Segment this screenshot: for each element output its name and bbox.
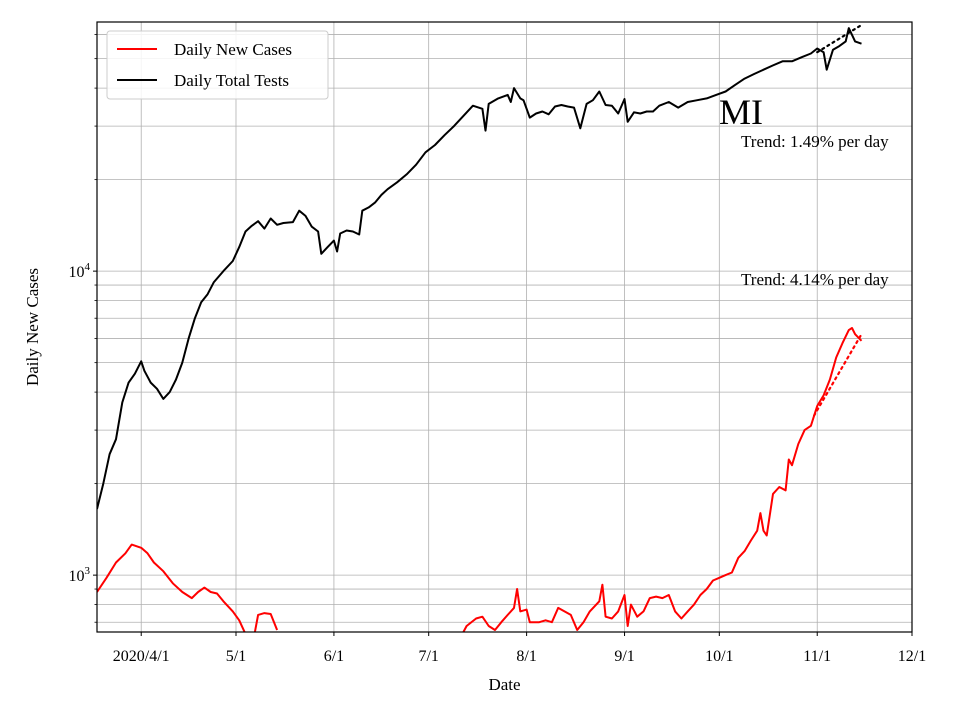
series-layer [97,23,863,632]
legend-box [106,30,329,100]
x-tick-label: 12/1 [898,648,926,665]
trend-label-tests: Trend: 1.49% per day [741,132,889,151]
trend-line-tests [816,23,863,54]
x-tick-label: 9/1 [614,648,634,665]
x-tick-label: 2020/4/1 [113,648,170,665]
legend-label-tests: Daily Total Tests [174,71,289,90]
grid [97,22,913,632]
trend-line-cases [812,333,863,417]
x-tick-label: 8/1 [516,648,536,665]
x-tick-label: 5/1 [226,648,246,665]
state-label: MI [719,92,763,132]
series-line-daily-new-cases [97,327,863,632]
plot-frame [96,21,913,633]
x-tick-label: 7/1 [418,648,438,665]
legend-label-cases: Daily New Cases [174,40,292,59]
y-axis-title: Daily New Cases [23,268,42,386]
x-tick-label: 11/1 [803,648,831,665]
x-tick-label: 10/1 [705,648,733,665]
legend: Daily New Cases Daily Total Tests [106,30,329,100]
trend-label-cases: Trend: 4.14% per day [741,270,889,289]
x-axis-title: Date [488,675,520,694]
x-tick-label: 6/1 [324,648,344,665]
series-line-daily-total-tests [97,27,862,510]
